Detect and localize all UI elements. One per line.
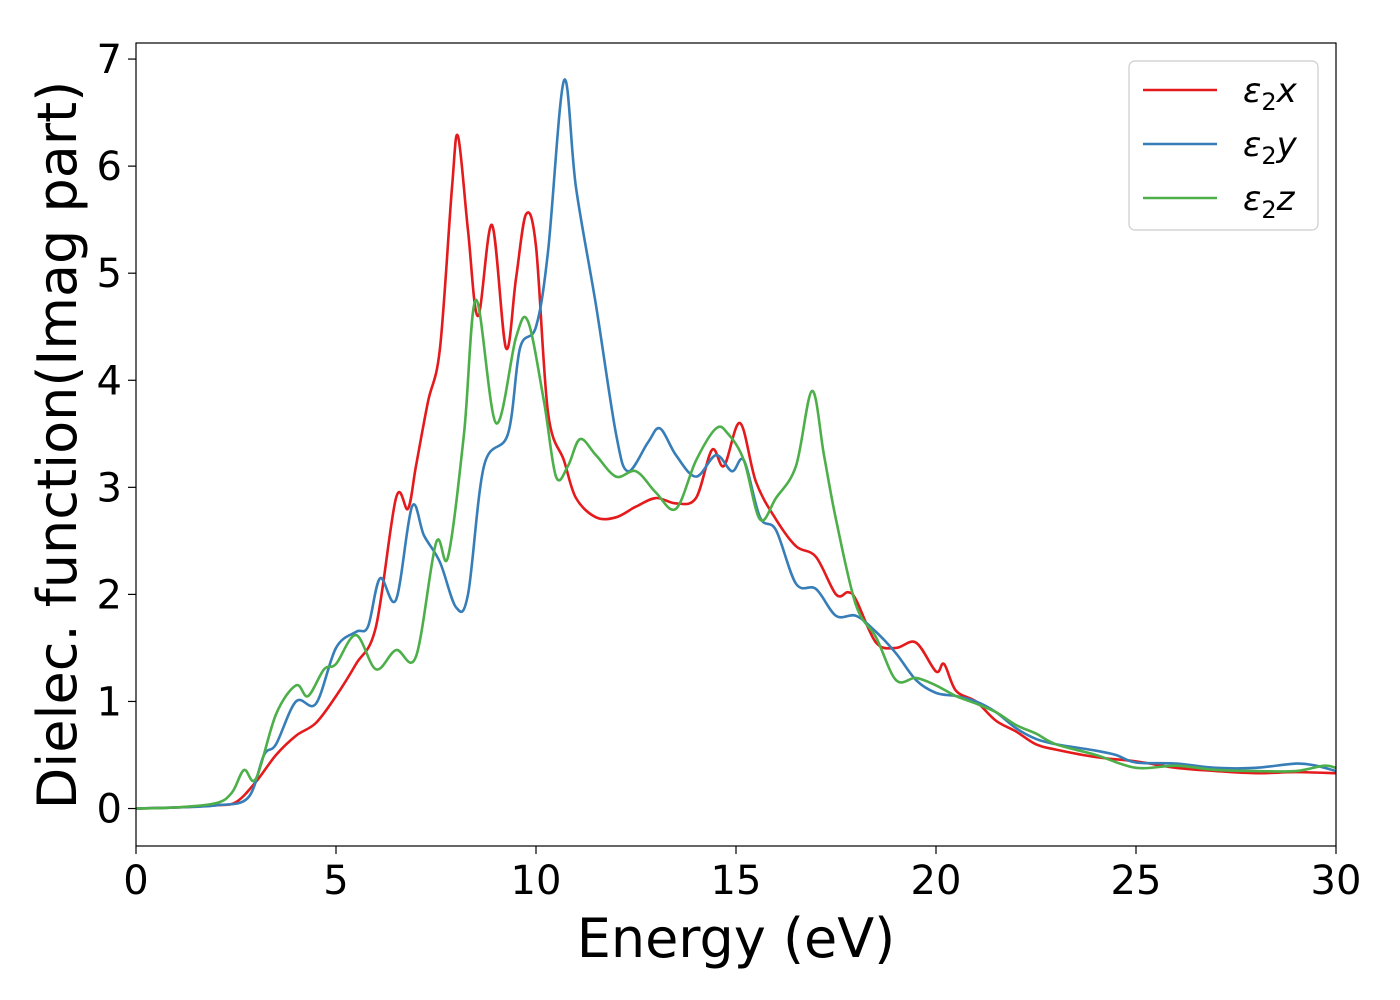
x-tick-label: 10 [511,858,562,904]
x-tick-label: 25 [1111,858,1162,904]
y-tick-label: 3 [97,465,122,511]
y-tick-label: 2 [97,572,122,618]
legend-label-z: ε2z [1243,179,1296,224]
y-tick-label: 1 [97,679,122,725]
x-axis-title: Energy (eV) [577,907,896,970]
y-axis-title: Dielec. function(Imag part) [26,81,89,810]
x-tick-label: 30 [1311,858,1362,904]
y-tick-label: 6 [97,144,122,190]
x-tick-label: 0 [123,858,148,904]
series-line-y [136,78,1336,810]
y-tick-label: 7 [97,37,122,83]
y-tick-label: 0 [97,787,122,833]
series-line-z [136,298,1336,810]
y-tick-label: 4 [97,358,122,404]
x-tick-label: 5 [323,858,348,904]
x-axis: 0 5 10 15 20 25 30 [123,846,1361,904]
legend-label-x: ε2x [1243,71,1298,116]
legend-label-y: ε2y [1243,125,1298,170]
legend-box [1128,60,1319,231]
x-tick-label: 15 [711,858,762,904]
legend: ε2x ε2y ε2z [1128,60,1319,231]
series-layer [136,78,1336,810]
y-tick-label: 5 [97,251,122,297]
x-tick-label: 20 [911,858,962,904]
y-axis: 0 1 2 3 4 5 6 7 [97,37,136,833]
